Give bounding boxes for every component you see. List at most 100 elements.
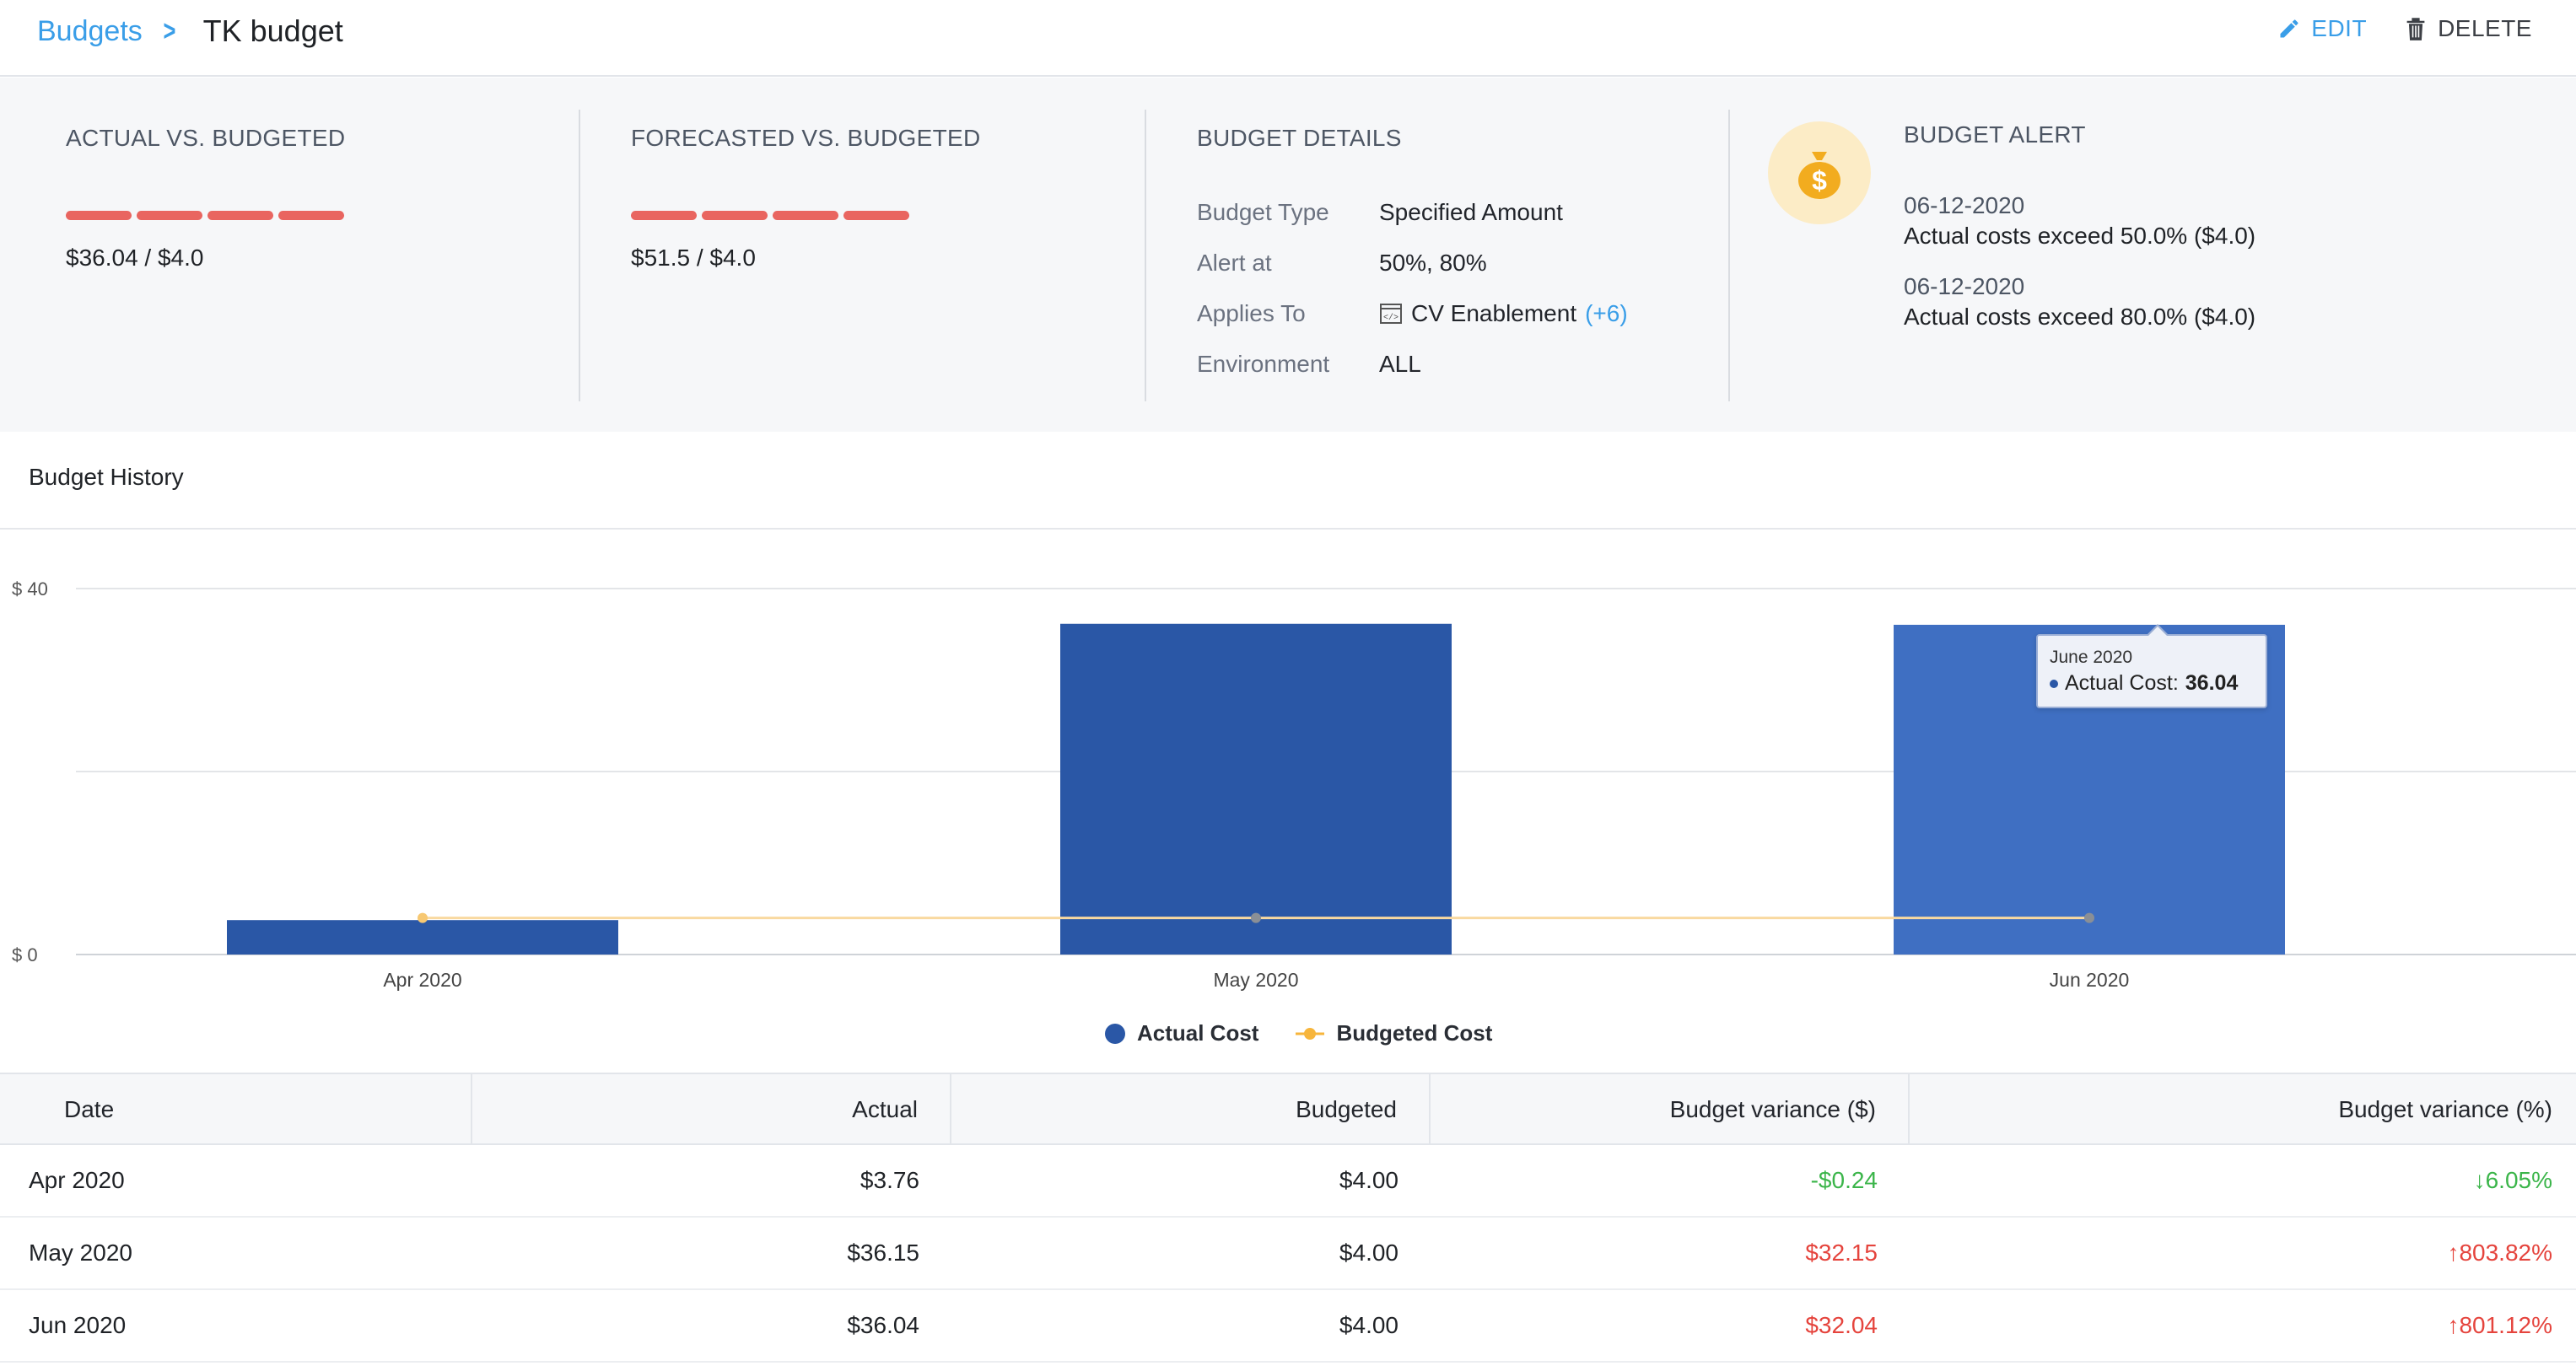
alert-text: Actual costs exceed 80.0% ($4.0) (1904, 304, 2256, 330)
detail-key: Applies To (1197, 300, 1306, 326)
table-row: May 2020 $36.15 $4.00 $32.15 ↑803.82% (0, 1218, 2576, 1290)
detail-key: Environment (1197, 351, 1330, 377)
legend-actual-cost[interactable]: Actual Cost (1105, 1020, 1258, 1046)
section-divider (0, 528, 2576, 530)
detail-value: </> CV Enablement (+6) (1379, 300, 1628, 327)
cell-actual: $36.15 (847, 1240, 919, 1266)
x-tick-label: May 2020 (1213, 969, 1298, 991)
tooltip-line: Actual Cost: 36.04 (2050, 671, 2254, 696)
cell-variance-usd: -$0.24 (1810, 1167, 1878, 1193)
legend-actual-dot (1105, 1023, 1125, 1044)
cell-budgeted: $4.00 (1339, 1240, 1398, 1266)
forecasted-vs-budgeted-title: FORECASTED VS. BUDGETED (631, 125, 981, 151)
x-tick-label: Jun 2020 (2050, 969, 2130, 991)
legend-actual-label: Actual Cost (1137, 1020, 1259, 1046)
detail-row-budget-type: Budget Type Specified Amount (1197, 196, 1720, 229)
forecasted-vs-budgeted-panel: FORECASTED VS. BUDGETED $51.5 / $4.0 (580, 78, 1145, 432)
cell-date: Apr 2020 (29, 1167, 125, 1193)
legend-budgeted-cost[interactable]: Budgeted Cost (1296, 1020, 1492, 1046)
column-header-budgeted[interactable]: Budgeted (951, 1074, 1431, 1145)
table-row: Jun 2020 $36.04 $4.00 $32.04 ↑801.12% (0, 1290, 2576, 1363)
panel-divider (579, 110, 580, 401)
forecast-progress-bar (631, 211, 909, 220)
cell-actual: $36.04 (847, 1312, 919, 1338)
cell-variance-usd: $32.15 (1805, 1240, 1878, 1266)
alert-date: 06-12-2020 (1904, 192, 2025, 218)
applies-to-value: CV Enablement (1411, 300, 1577, 326)
detail-row-environment: Environment ALL (1197, 347, 1720, 381)
budgeted-cost-point (418, 912, 428, 923)
application-icon: </> (1380, 304, 1402, 324)
detail-value: ALL (1379, 351, 1421, 377)
panel-divider (1728, 110, 1730, 401)
legend-budgeted-label: Budgeted Cost (1336, 1020, 1493, 1046)
cell-variance-pct: ↓6.05% (2473, 1167, 2552, 1193)
detail-key: Alert at (1197, 250, 1272, 276)
column-header-date[interactable]: Date (0, 1074, 472, 1145)
detail-value: Specified Amount (1379, 199, 1563, 225)
alert-text: Actual costs exceed 50.0% ($4.0) (1904, 223, 2256, 249)
y-tick-label: $ 40 (12, 578, 48, 600)
budget-details-panel: BUDGET DETAILS Budget Type Specified Amo… (1146, 78, 1728, 432)
budgeted-cost-point (2084, 912, 2094, 923)
cell-variance-pct: ↑803.82% (2447, 1240, 2552, 1266)
cell-actual: $3.76 (860, 1167, 919, 1193)
tooltip-date: June 2020 (2050, 648, 2133, 667)
cell-budgeted: $4.00 (1339, 1167, 1398, 1193)
budget-history-chart: $ 40 $ 0 Apr 2020 May 2020 Jun 2020 (12, 578, 2576, 991)
cell-budgeted: $4.00 (1339, 1312, 1398, 1338)
bar-actual-may-2020 (1060, 623, 1452, 955)
breadcrumb: Budgets > TK budget (37, 12, 343, 51)
svg-text:$: $ (1812, 165, 1827, 196)
budget-details-title: BUDGET DETAILS (1197, 125, 1402, 151)
tooltip-label: Actual Cost: (2065, 671, 2179, 695)
tooltip-series-dot (2050, 679, 2058, 688)
budget-history-title: Budget History (29, 464, 184, 490)
column-header-variance-usd[interactable]: Budget variance ($) (1431, 1074, 1910, 1145)
chevron-right-icon: > (163, 14, 176, 47)
detail-row-alert-at: Alert at 50%, 80% (1197, 246, 1720, 280)
detail-key: Budget Type (1197, 199, 1329, 225)
budget-alert-title: BUDGET ALERT (1904, 121, 2086, 148)
x-tick-label: Apr 2020 (383, 969, 461, 991)
column-header-actual[interactable]: Actual (472, 1074, 951, 1145)
column-header-variance-pct[interactable]: Budget variance (%) (2338, 1096, 2552, 1122)
budget-summary: ACTUAL VS. BUDGETED $36.04 / $4.0 FORECA… (0, 78, 2576, 432)
breadcrumb-budgets-link[interactable]: Budgets (37, 14, 143, 47)
chart-legend: Actual Cost Budgeted Cost (1105, 1020, 1492, 1046)
page-header: Budgets > TK budget EDIT DELETE (0, 0, 2576, 77)
delete-label: DELETE (2438, 15, 2532, 41)
table-row: Apr 2020 $3.76 $4.00 -$0.24 ↓6.05% (0, 1145, 2576, 1218)
chart-tooltip: June 2020 Actual Cost: 36.04 (2036, 624, 2267, 708)
cell-variance-pct: ↑801.12% (2447, 1312, 2552, 1338)
legend-budgeted-marker (1296, 1027, 1325, 1040)
applies-to-more-link[interactable]: (+6) (1585, 300, 1628, 326)
budgeted-cost-point (1251, 912, 1261, 923)
budget-history-table: Date Actual Budgeted Budget variance ($)… (0, 1073, 2576, 1363)
edit-button[interactable]: EDIT (2277, 15, 2367, 42)
trash-icon (2406, 18, 2425, 40)
cell-date: Jun 2020 (29, 1312, 127, 1338)
pencil-icon (2280, 19, 2298, 38)
table-header: Date Actual Budgeted Budget variance ($)… (0, 1073, 2576, 1145)
bar-actual-apr-2020 (227, 920, 618, 955)
header-actions: EDIT DELETE (2277, 12, 2532, 46)
panel-divider (1145, 110, 1146, 401)
money-bag-icon: $ (1768, 121, 1871, 224)
delete-button[interactable]: DELETE (2404, 15, 2532, 42)
cell-date: May 2020 (29, 1240, 132, 1266)
alert-date: 06-12-2020 (1904, 273, 2025, 299)
forecasted-vs-budgeted-value: $51.5 / $4.0 (631, 245, 756, 271)
actual-vs-budgeted-title: ACTUAL VS. BUDGETED (66, 125, 346, 151)
actual-vs-budgeted-value: $36.04 / $4.0 (66, 245, 204, 271)
cell-variance-usd: $32.04 (1805, 1312, 1878, 1338)
actual-progress-bar (66, 211, 344, 220)
y-tick-label: $ 0 (12, 944, 38, 965)
page-title: TK budget (202, 13, 343, 48)
detail-value: 50%, 80% (1379, 250, 1487, 276)
svg-text:</>: </> (1383, 313, 1398, 323)
tooltip-value: 36.04 (2185, 671, 2239, 695)
detail-row-applies-to: Applies To </> CV Enablement (+6) (1197, 297, 1720, 331)
actual-vs-budgeted-panel: ACTUAL VS. BUDGETED $36.04 / $4.0 (0, 78, 579, 432)
edit-label: EDIT (2311, 15, 2368, 41)
